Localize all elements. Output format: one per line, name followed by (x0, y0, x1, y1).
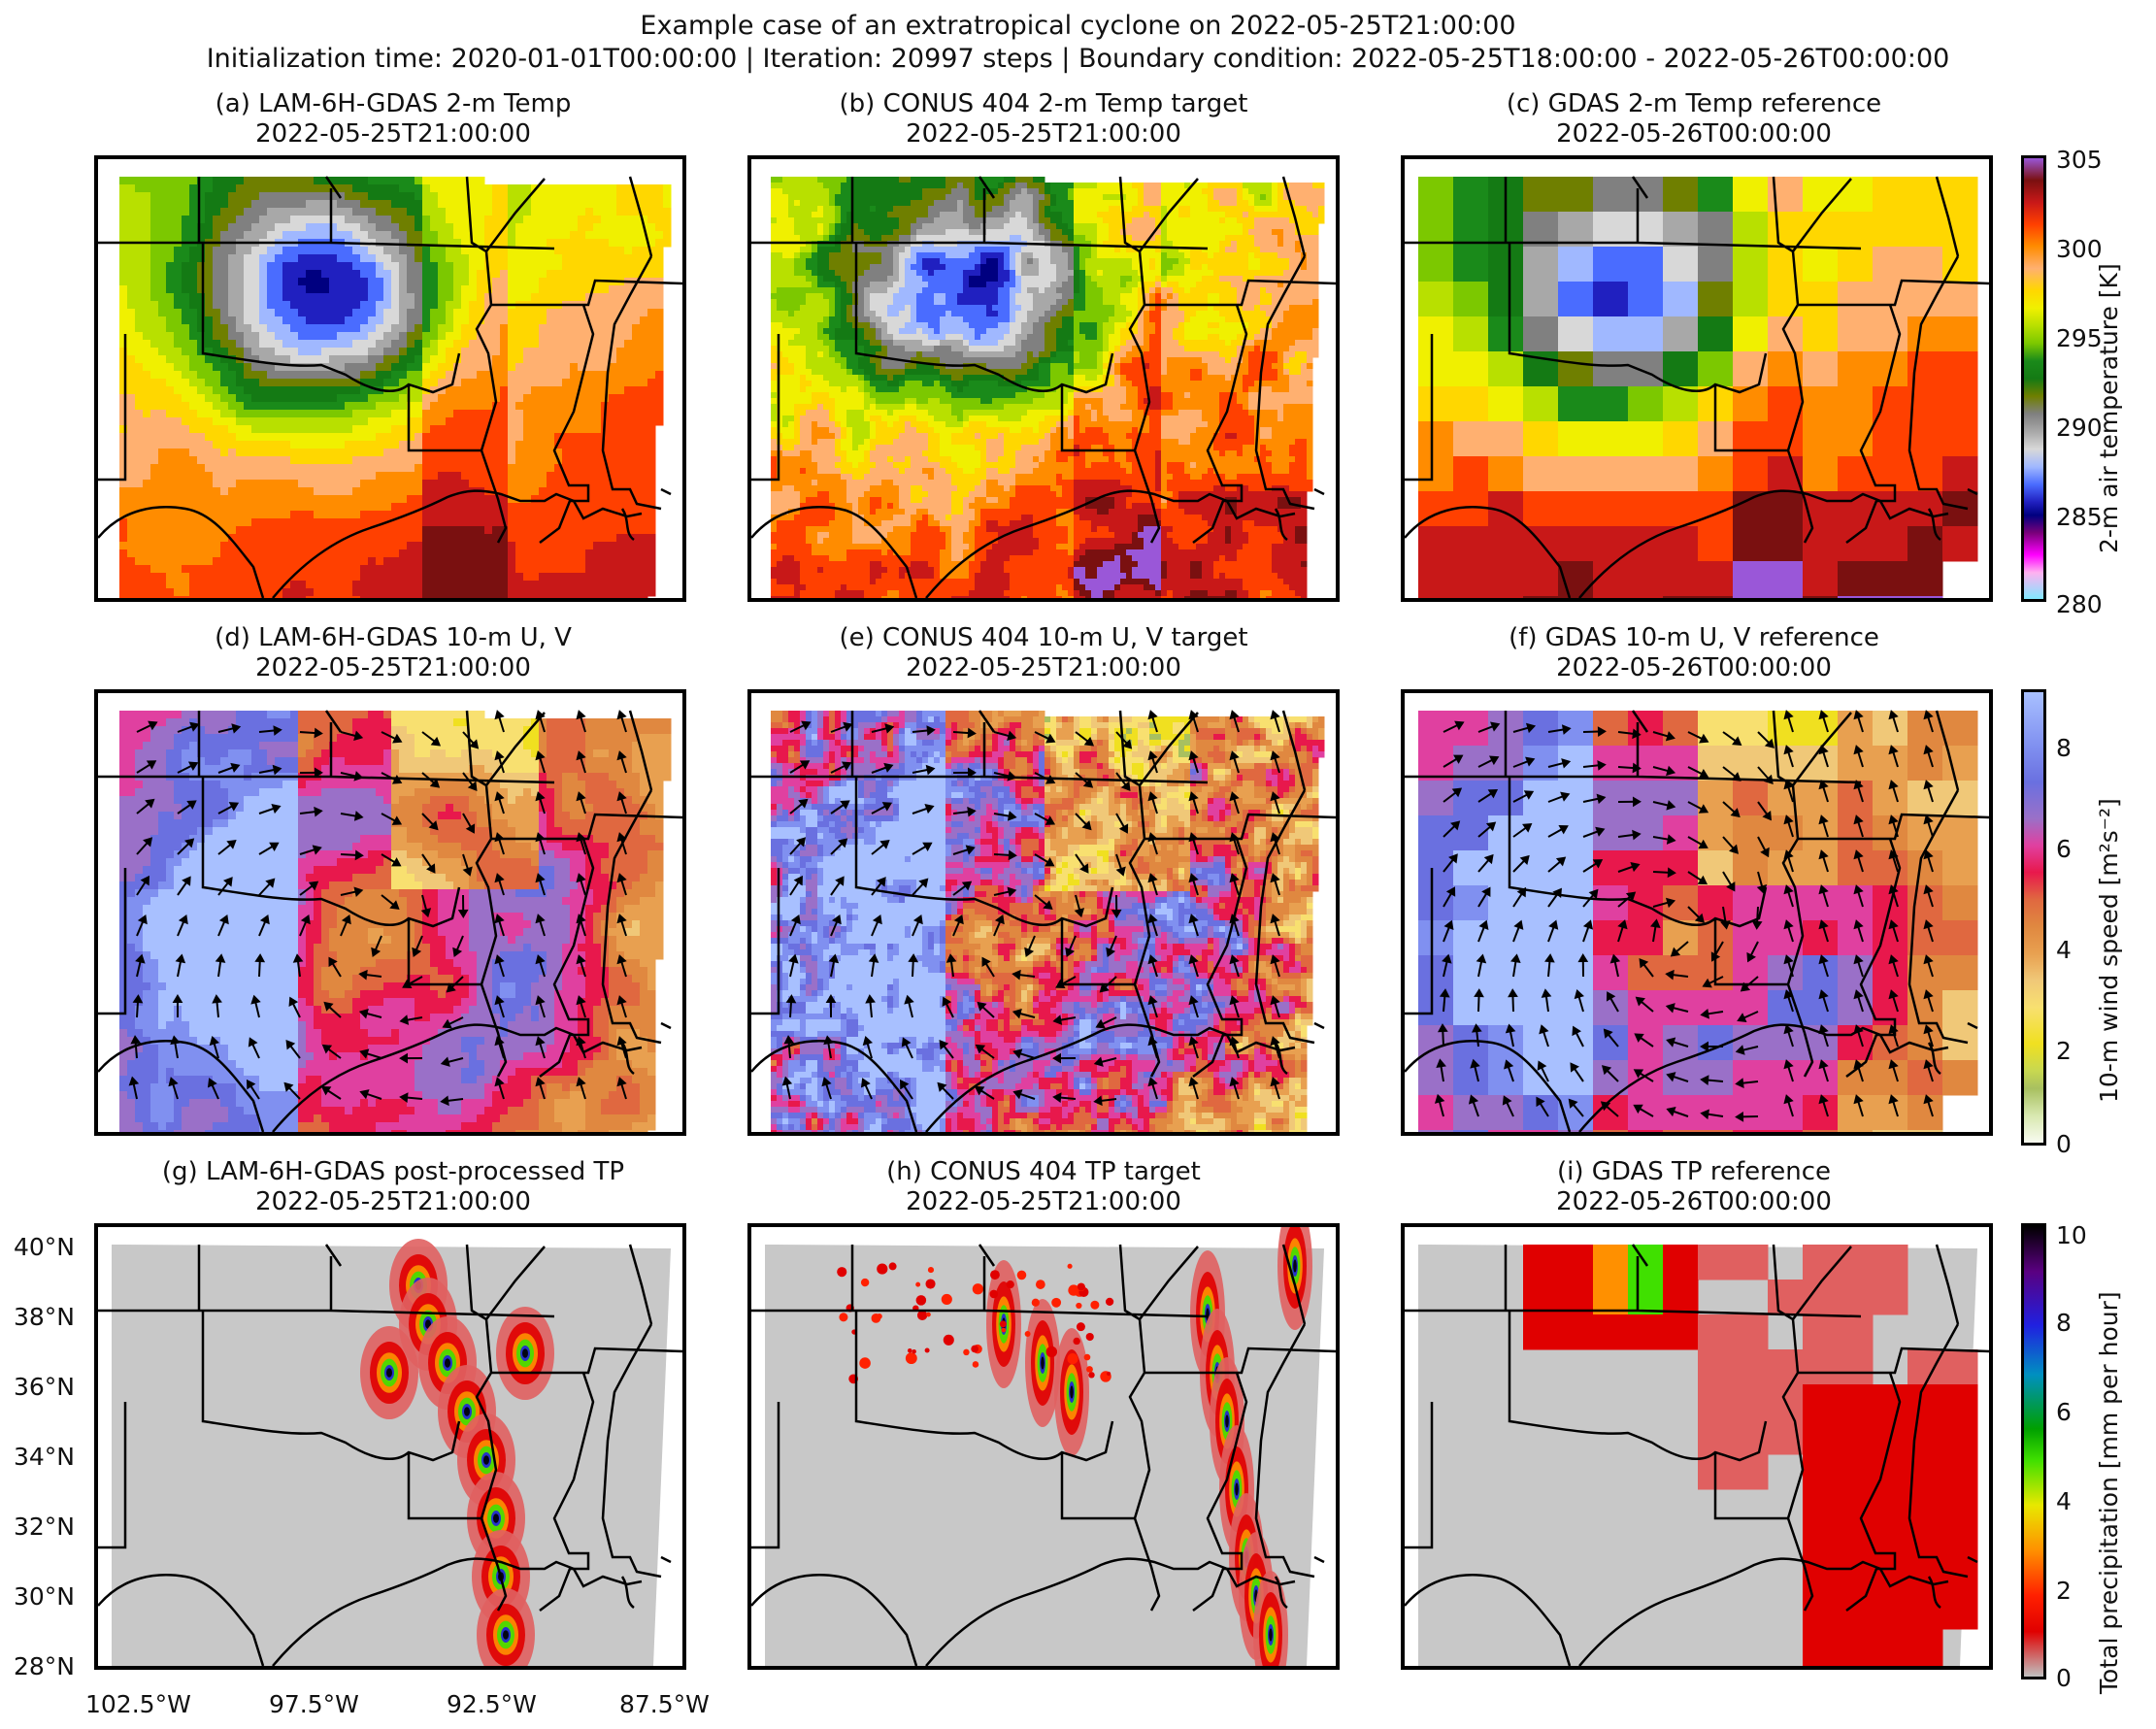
panel-e-title: (e) CONUS 404 10-m U, V target (723, 623, 1364, 653)
lat-label: 40°N (14, 1235, 75, 1259)
lat-label: 30°N (14, 1584, 75, 1609)
state-borders (751, 176, 1336, 598)
wind-vectors (781, 710, 1280, 1107)
lat-label: 34°N (14, 1445, 75, 1469)
panel-f-title: (f) GDAS 10-m U, V reference (1374, 623, 2014, 653)
lon-label: 92.5°W (447, 1692, 537, 1716)
lat-label: 32°N (14, 1514, 75, 1539)
precipitation-field (1523, 1245, 1978, 1666)
temp-tick: 290 (2056, 416, 2103, 440)
temp-map-conus404 (747, 155, 1340, 602)
temperature-field (1418, 177, 1978, 598)
wind-tick: 4 (2056, 938, 2072, 962)
wind-tick: 2 (2056, 1039, 2072, 1063)
temperature-field (771, 177, 1325, 598)
lon-label: 87.5°W (619, 1692, 710, 1716)
panel-a-title: (a) LAM-6H-GDAS 2-m Temp (73, 89, 713, 119)
wind-speed-field (119, 711, 672, 1132)
precip-map-gdas (1401, 1223, 1993, 1670)
panel-e-time: 2022-05-25T21:00:00 (723, 653, 1364, 683)
precip-map-lam (94, 1223, 686, 1670)
wind-tick: 8 (2056, 736, 2072, 760)
state-borders (98, 1244, 682, 1666)
precip-tick: 4 (2056, 1489, 2072, 1513)
precip-tick: 6 (2056, 1400, 2072, 1424)
wind-tick: 6 (2056, 837, 2072, 861)
panel-b-title: (b) CONUS 404 2-m Temp target (723, 89, 1364, 119)
wind-map-conus404 (747, 689, 1340, 1136)
state-borders (751, 1244, 1336, 1666)
precipitation-field (837, 1227, 1312, 1666)
lat-label: 28°N (14, 1654, 75, 1679)
temp-tick: 295 (2056, 326, 2103, 350)
panel-f-time: 2022-05-26T00:00:00 (1374, 653, 2014, 683)
panel-d-title: (d) LAM-6H-GDAS 10-m U, V (73, 623, 713, 653)
temperature-field (119, 177, 672, 598)
state-borders (1405, 176, 1989, 598)
temp-map-gdas (1401, 155, 1993, 602)
temp-tick: 300 (2056, 237, 2103, 261)
panel-a-time: 2022-05-25T21:00:00 (73, 119, 713, 150)
wind-speed-field (771, 711, 1325, 1132)
wind-colorbar-label: 10-m wind speed [m²s⁻²] (2095, 798, 2123, 1103)
precip-map-conus404 (747, 1223, 1340, 1670)
precip-tick: 8 (2056, 1311, 2072, 1335)
panel-c-title: (c) GDAS 2-m Temp reference (1374, 89, 2014, 119)
precip-background (112, 1245, 671, 1666)
precip-tick: 2 (2056, 1579, 2072, 1603)
lon-label: 102.5°W (85, 1692, 191, 1716)
figure-subtitle: Initialization time: 2020-01-01T00:00:00… (0, 43, 2156, 76)
wind-tick: 0 (2056, 1132, 2072, 1156)
lon-label: 97.5°W (269, 1692, 359, 1716)
wind-colorbar (2021, 689, 2046, 1146)
temp-tick: 285 (2056, 505, 2103, 529)
wind-map-lam (94, 689, 686, 1136)
temp-tick: 280 (2056, 592, 2103, 616)
panel-b-time: 2022-05-25T21:00:00 (723, 119, 1364, 150)
lat-label: 36°N (14, 1375, 75, 1399)
temp-tick: 305 (2056, 148, 2103, 172)
panel-i-time: 2022-05-26T00:00:00 (1374, 1187, 2014, 1217)
precip-tick: 10 (2056, 1223, 2087, 1247)
panel-d-time: 2022-05-25T21:00:00 (73, 653, 713, 683)
precip-background (765, 1245, 1324, 1666)
figure-title: Example case of an extratropical cyclone… (0, 10, 2156, 43)
panel-h-title: (h) CONUS 404 TP target (723, 1157, 1364, 1187)
panel-c-time: 2022-05-26T00:00:00 (1374, 119, 2014, 150)
temp-colorbar-label: 2-m air temperature [K] (2095, 263, 2123, 553)
precip-colorbar (2021, 1223, 2046, 1679)
precip-tick: 0 (2056, 1666, 2072, 1690)
state-borders (1405, 1244, 1989, 1666)
wind-map-gdas (1401, 689, 1993, 1136)
panel-h-time: 2022-05-25T21:00:00 (723, 1187, 1364, 1217)
panel-g-title: (g) LAM-6H-GDAS post-processed TP (73, 1157, 713, 1187)
panel-i-title: (i) GDAS TP reference (1374, 1157, 2014, 1187)
precip-colorbar-label: Total precipitation [mm per hour] (2095, 1291, 2123, 1694)
wind-vectors (128, 710, 627, 1107)
wind-vectors (1434, 710, 1934, 1122)
temp-map-lam (94, 155, 686, 602)
state-borders (98, 176, 682, 598)
wind-speed-field (1418, 711, 1978, 1132)
panel-g-time: 2022-05-25T21:00:00 (73, 1187, 713, 1217)
lat-label: 38°N (14, 1305, 75, 1329)
temperature-colorbar (2021, 155, 2046, 602)
